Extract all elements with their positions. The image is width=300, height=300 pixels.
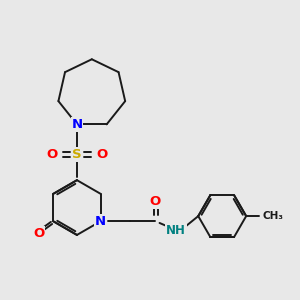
Text: O: O [150, 195, 161, 208]
Text: CH₃: CH₃ [262, 211, 283, 221]
Text: S: S [72, 148, 82, 161]
Text: O: O [33, 227, 44, 240]
Text: O: O [46, 148, 57, 161]
Text: N: N [71, 118, 82, 131]
Text: NH: NH [166, 224, 186, 237]
Text: O: O [97, 148, 108, 161]
Text: N: N [95, 215, 106, 228]
